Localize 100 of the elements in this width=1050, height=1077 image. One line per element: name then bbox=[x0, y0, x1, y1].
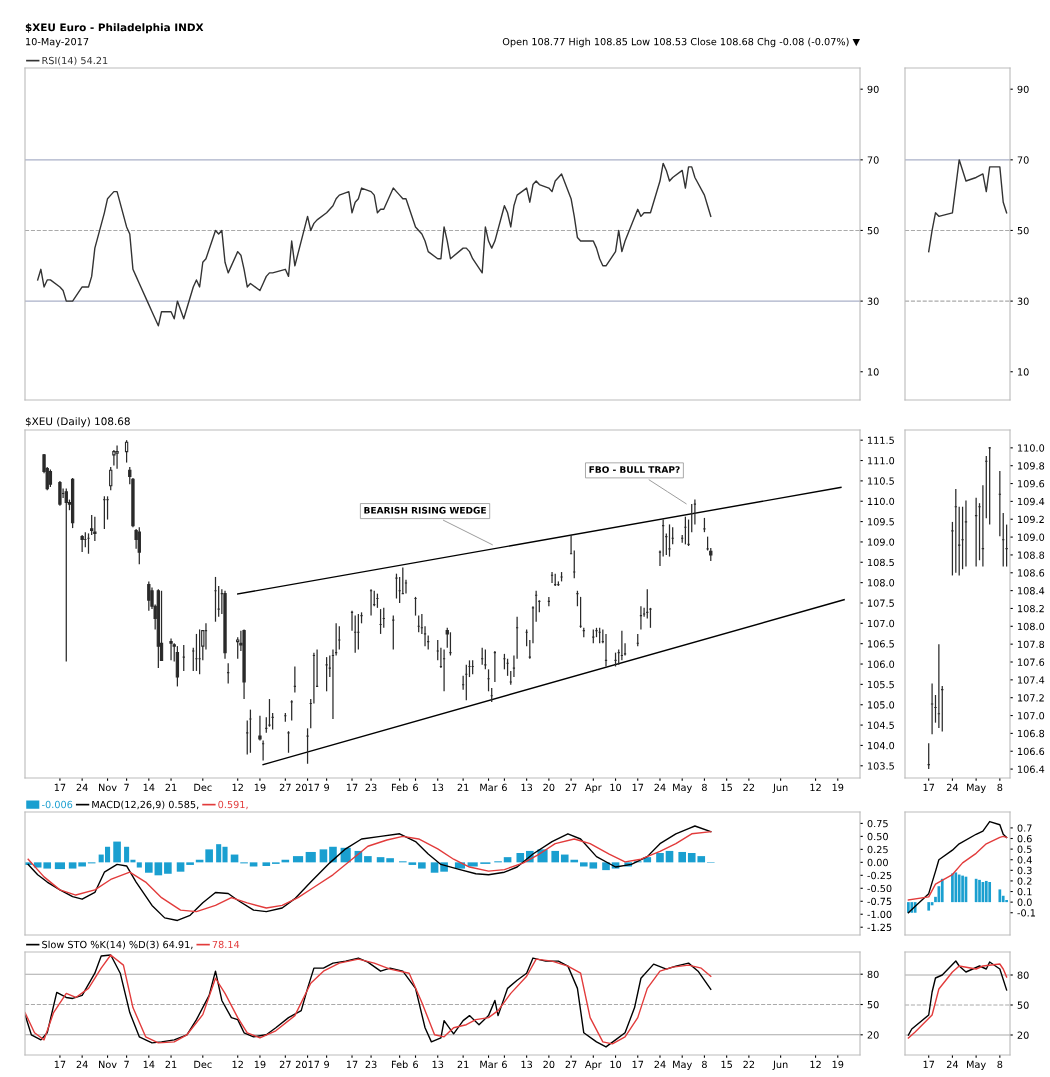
bar bbox=[940, 878, 944, 903]
annotation: FBO - BULL TRAP? bbox=[589, 466, 680, 473]
y-tick-label: 20 bbox=[1017, 1031, 1029, 1039]
x-tick-label: 27 bbox=[565, 783, 577, 791]
bar bbox=[978, 879, 981, 903]
x-tick-label: 22 bbox=[743, 1060, 755, 1068]
x-tick-label: 13 bbox=[432, 783, 444, 792]
bar bbox=[957, 874, 961, 903]
chart-title: $XEU Euro - Philadelphia INDX bbox=[25, 23, 204, 34]
y-tick-label: 90 bbox=[1017, 85, 1029, 94]
y-tick-label: 10 bbox=[1018, 368, 1029, 376]
y-tick-label: 107.8 bbox=[1018, 640, 1045, 648]
x-tick-label: May bbox=[967, 1060, 986, 1070]
y-tick-label: -0.25 bbox=[867, 871, 892, 880]
bar bbox=[602, 862, 610, 871]
x-tick-label: 6 bbox=[502, 783, 507, 792]
bar bbox=[205, 849, 213, 863]
bar bbox=[319, 849, 328, 863]
x-tick-label: Dec bbox=[194, 783, 212, 792]
y-tick-label: 109.2 bbox=[1018, 515, 1044, 524]
bar bbox=[262, 862, 271, 866]
x-tick-label: 27 bbox=[279, 1060, 291, 1068]
chart-title: $XEU (Daily) 108.68 bbox=[25, 417, 130, 428]
line-series bbox=[928, 159, 1008, 253]
x-tick-label: 27 bbox=[565, 1060, 577, 1068]
bar bbox=[176, 862, 185, 872]
x-tick-label: 22 bbox=[743, 783, 755, 791]
bar bbox=[951, 873, 954, 903]
chart-subtitle: 10-May-2017 bbox=[26, 37, 89, 48]
x-tick-label: Nov bbox=[99, 1060, 117, 1069]
x-tick-label: Feb bbox=[391, 783, 408, 792]
y-tick-label: 109.8 bbox=[1018, 462, 1045, 470]
legend-label: 78.14 bbox=[212, 940, 240, 949]
y-tick-label: 106.0 bbox=[868, 660, 895, 668]
y-tick-label: -0.1 bbox=[1017, 909, 1036, 917]
candlestick bbox=[305, 727, 310, 765]
x-tick-label: 17 bbox=[923, 1060, 935, 1068]
x-tick-label: 13 bbox=[521, 1060, 533, 1069]
x-tick-label: 21 bbox=[457, 783, 469, 791]
candlestick bbox=[115, 444, 119, 470]
x-tick-label: 8 bbox=[997, 783, 1003, 792]
y-tick-label: 105.0 bbox=[868, 701, 895, 709]
y-tick-label: 108.5 bbox=[868, 558, 894, 567]
x-tick-label: 13 bbox=[521, 783, 533, 792]
x-tick-label: May bbox=[967, 783, 986, 793]
x-tick-label: 24 bbox=[654, 1060, 666, 1068]
y-tick-label: 30 bbox=[867, 297, 879, 305]
bar bbox=[998, 889, 1002, 903]
y-tick-label: 0.75 bbox=[867, 819, 888, 828]
x-tick-label: May bbox=[673, 1060, 692, 1070]
y-tick-label: 110.0 bbox=[1018, 444, 1045, 452]
annotation: BEARISH RISING WEDGE bbox=[364, 506, 486, 514]
x-tick-label: 23 bbox=[365, 1060, 377, 1069]
bar bbox=[113, 841, 121, 863]
x-tick-label: Jun bbox=[772, 783, 788, 793]
y-tick-label: 80 bbox=[1017, 971, 1029, 979]
y-tick-label: 110.5 bbox=[868, 477, 894, 485]
y-tick-label: 106.5 bbox=[868, 640, 894, 648]
y-tick-label: 106.6 bbox=[1018, 747, 1045, 756]
text: Open 108.77 High 108.85 Low 108.53 Close 108.68 Chg -0.08 (-0.07%) ▼ bbox=[502, 37, 860, 48]
x-tick-label: 6 bbox=[413, 1060, 418, 1069]
x-tick-label: 24 bbox=[946, 783, 959, 791]
x-tick-label: 19 bbox=[254, 1060, 266, 1069]
bar bbox=[329, 846, 337, 863]
y-tick-label: 104.5 bbox=[868, 721, 894, 729]
x-tick-label: May bbox=[673, 783, 692, 793]
bar bbox=[364, 856, 372, 863]
bar bbox=[430, 862, 439, 873]
bar bbox=[656, 853, 664, 863]
y-tick-label: 0.50 bbox=[867, 832, 888, 841]
y-tick-label: 30 bbox=[1017, 297, 1029, 305]
x-tick-label: 12 bbox=[810, 1060, 821, 1068]
y-tick-label: 109.0 bbox=[1018, 533, 1045, 541]
y-tick-label: 111.5 bbox=[868, 436, 894, 445]
line-series bbox=[907, 835, 1008, 901]
bar bbox=[467, 862, 478, 867]
line-series bbox=[907, 820, 1008, 914]
bar bbox=[551, 850, 560, 863]
candlestick bbox=[248, 708, 253, 754]
y-tick-label: 108.0 bbox=[868, 579, 895, 587]
bar bbox=[678, 851, 687, 863]
x-tick-label: 14 bbox=[143, 783, 155, 791]
x-tick-label: 7 bbox=[124, 783, 129, 791]
bar bbox=[78, 862, 86, 867]
x-tick-label: 20 bbox=[543, 1060, 555, 1069]
x-tick-label: 12 bbox=[810, 783, 821, 791]
x-tick-label: 15 bbox=[721, 1060, 732, 1069]
y-tick-label: 108.6 bbox=[1018, 569, 1045, 577]
legend-label: -0.006 bbox=[42, 800, 73, 809]
legend-label: MACD(12,26,9) 0.585, bbox=[92, 800, 199, 810]
candlestick bbox=[112, 449, 116, 467]
y-tick-label: 0.7 bbox=[1017, 824, 1032, 832]
y-tick-label: 0.00 bbox=[867, 858, 888, 867]
x-tick-label: 23 bbox=[365, 783, 377, 792]
bar bbox=[154, 862, 163, 876]
y-tick-label: 105.5 bbox=[868, 680, 894, 689]
x-tick-label: 10 bbox=[610, 1060, 622, 1069]
x-tick-label: 19 bbox=[254, 783, 266, 792]
y-tick-label: 0.1 bbox=[1017, 888, 1032, 896]
x-tick-label: 17 bbox=[632, 783, 644, 791]
